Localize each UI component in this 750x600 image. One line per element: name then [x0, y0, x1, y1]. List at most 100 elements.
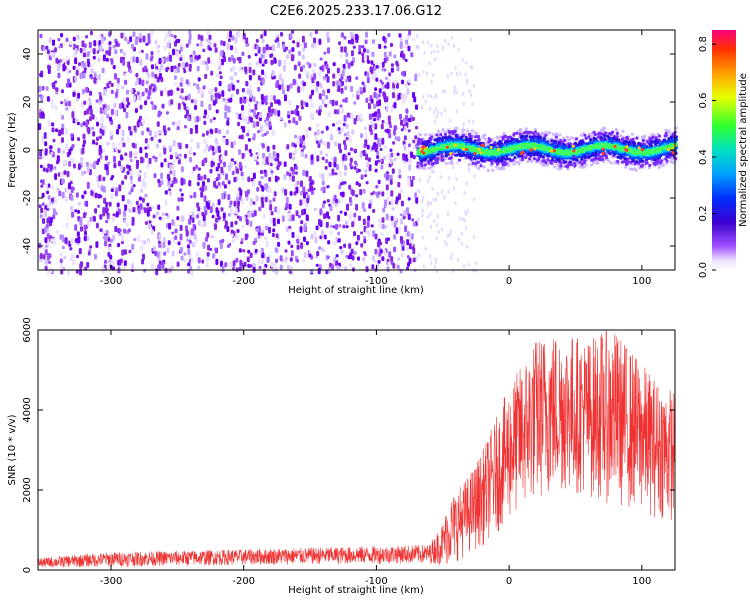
spectrogram-cell [337, 85, 341, 93]
spectrogram-cell [180, 193, 184, 197]
spectrogram-cell [220, 207, 224, 212]
spectrogram-cell [99, 228, 103, 233]
spectrogram-cell [575, 158, 579, 162]
spectrogram-cell [387, 77, 391, 82]
spectrogram-cell [556, 162, 560, 166]
spectrogram-cell [218, 129, 222, 135]
spectrogram-cell [285, 226, 289, 232]
spectrogram-cell [183, 252, 187, 256]
spectrogram-cell [208, 103, 212, 111]
spectrogram-cell [343, 243, 347, 248]
spectrogram-cell [135, 72, 139, 78]
spectrogram-cell [374, 123, 378, 130]
spectrogram-cell [428, 137, 432, 140]
spectrogram-cell [444, 154, 448, 158]
spectrogram-cell [195, 128, 199, 134]
spectrogram-cell [296, 238, 300, 244]
spectrogram-cell [427, 166, 431, 170]
spectrogram-cell [573, 164, 577, 168]
spectrogram-cell [255, 195, 259, 202]
spectrogram-cell [295, 210, 299, 217]
spectrogram-cell [340, 46, 344, 53]
spectrogram-cell [47, 228, 51, 234]
spectrogram-cell [161, 103, 165, 109]
spectrogram-cell [51, 122, 55, 127]
spectrogram-cell [174, 82, 178, 86]
spectrogram-cell [345, 78, 349, 83]
spectrogram-cell [228, 38, 231, 43]
spectrogram-cell [161, 57, 165, 63]
spectrogram-cell [314, 131, 317, 136]
spectrogram-cell [477, 166, 481, 170]
spectrogram-cell [297, 50, 301, 56]
spectrogram-cell [38, 204, 42, 209]
spectrogram-cell [461, 217, 464, 221]
spectrogram-cell [74, 76, 78, 82]
spectrogram-cell [147, 238, 151, 244]
spectrogram-cell [172, 48, 175, 56]
spectrogram-cell [144, 138, 148, 144]
spectrogram-cell [218, 65, 221, 71]
spectrogram-cell [102, 54, 106, 62]
spectrogram-cell [254, 248, 258, 253]
spectrogram-cell [92, 131, 96, 137]
spectrogram-cell [393, 234, 397, 240]
spectrogram-cell [215, 146, 219, 154]
spectrogram-cell [389, 124, 392, 129]
spectrogram-cell [179, 46, 183, 52]
spectrogram-cell [287, 240, 291, 245]
spectrogram-cell [471, 161, 475, 165]
spectrogram-cell [185, 79, 189, 85]
spectrogram-cell [115, 40, 119, 47]
spectrogram-cell [172, 140, 176, 147]
spectrogram-cell [241, 51, 245, 56]
spectrogram-cell [439, 175, 442, 180]
spectrogram-cell [262, 158, 265, 165]
spectrogram-cell [146, 209, 150, 217]
spectrogram-cell [123, 107, 126, 113]
spectrogram-cell [231, 239, 235, 243]
spectrogram-cell [106, 82, 110, 88]
spectrogram-cell [363, 48, 366, 53]
spectrogram-cell [474, 261, 477, 266]
spectrogram-cell [158, 264, 161, 271]
spectrogram-cell [89, 116, 92, 122]
spectrogram-cell [125, 111, 129, 119]
spectrogram-cell [578, 165, 582, 168]
spectrogram-cell [39, 33, 43, 39]
spectrogram-cell [379, 62, 383, 70]
spectrogram-cell [344, 85, 348, 91]
spectrogram-cell [176, 50, 180, 58]
spectrogram-cell [71, 253, 74, 259]
spectrogram-cell [381, 81, 385, 85]
spectrogram-cell [339, 246, 343, 250]
spectrogram-cell [334, 141, 338, 147]
spectrogram-cell [208, 34, 212, 40]
spectrogram-cell [325, 73, 329, 78]
spectrogram-cell [362, 149, 366, 157]
spectrogram-cell [303, 42, 307, 49]
spectrogram-cell [558, 133, 562, 137]
spectrogram-cell [315, 263, 319, 267]
spectrogram-cell [430, 260, 433, 265]
spectrogram-cell [335, 223, 338, 230]
spectrogram-cell [149, 57, 153, 62]
spectrogram-cell [226, 43, 230, 50]
spectrogram-cell [150, 136, 154, 141]
spectrogram-cell [83, 224, 87, 231]
spectrogram-cell [382, 36, 386, 42]
spectrogram-cell [205, 236, 208, 242]
spectrogram-cell [349, 252, 353, 259]
spectrogram-cell [206, 232, 210, 238]
spectrogram-cell [195, 239, 199, 243]
spectrogram-cell [258, 102, 262, 107]
spectrogram-cell [539, 132, 543, 136]
spectrogram-cell [210, 160, 214, 168]
spectrogram-cell [356, 234, 360, 241]
spectrogram-cell [110, 59, 114, 65]
spectrogram-cell [220, 166, 224, 174]
spectrogram-cell [433, 111, 436, 115]
spectrogram-cell [336, 109, 340, 115]
spectrogram-cell [590, 163, 593, 167]
spectrogram-cell [176, 261, 180, 267]
